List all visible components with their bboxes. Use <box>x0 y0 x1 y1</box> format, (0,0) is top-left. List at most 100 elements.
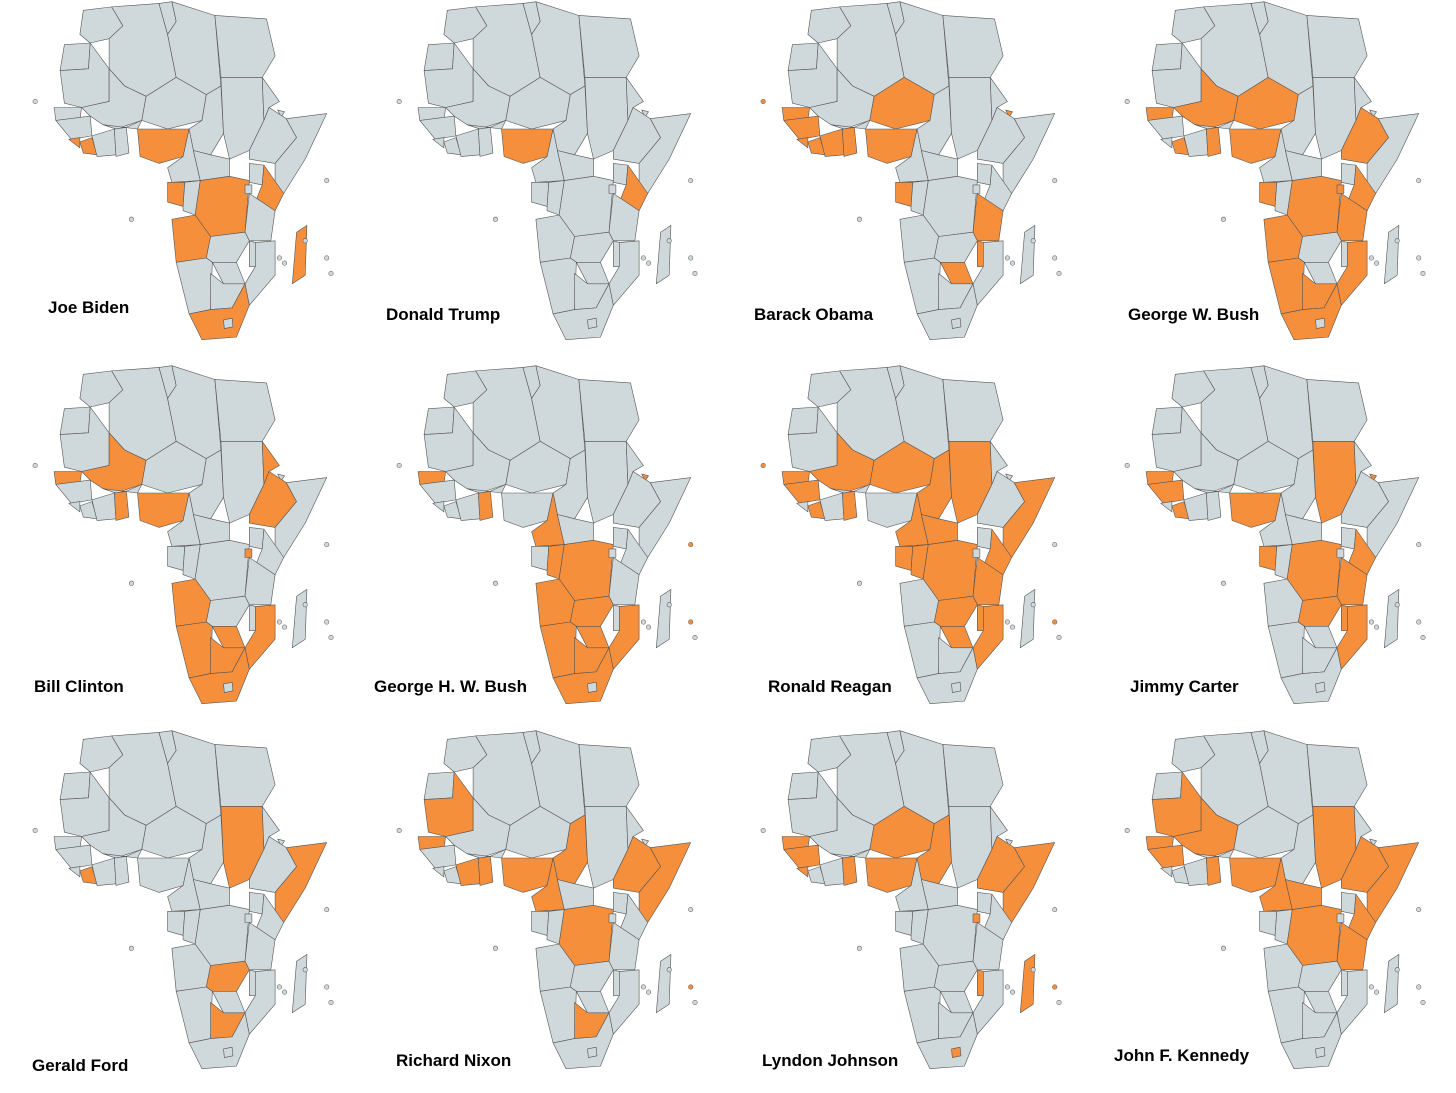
country-zambia <box>205 595 250 627</box>
country-ghana <box>113 490 130 521</box>
island-marker <box>396 827 402 833</box>
map-panel: John F. Kennedy <box>1092 729 1456 1093</box>
island-marker <box>32 462 38 468</box>
country-gabon <box>1259 182 1278 207</box>
island-marker <box>1056 999 1062 1005</box>
country-uganda <box>248 892 265 915</box>
country-rwanda <box>1336 184 1345 194</box>
island-marker <box>1052 255 1058 261</box>
country-tanzania <box>244 922 276 971</box>
island-marker <box>666 967 672 973</box>
country-sierra-leone <box>1160 137 1173 149</box>
island-marker <box>1010 624 1016 630</box>
country-sierra-leone <box>796 866 809 878</box>
country-egypt <box>942 744 1004 807</box>
country-gabon <box>895 182 914 207</box>
country-malawi <box>1340 969 1348 996</box>
country-djibouti <box>1005 838 1013 847</box>
country-uganda <box>1340 163 1357 186</box>
country-lesotho <box>1315 317 1326 329</box>
island-marker <box>1010 260 1016 266</box>
country-ghana <box>841 126 858 157</box>
country-lesotho <box>951 317 962 329</box>
country-ghana <box>113 126 130 157</box>
country-egypt <box>942 379 1004 442</box>
country-car <box>921 879 958 910</box>
country-namibia <box>175 986 213 1044</box>
country-uganda <box>248 163 265 186</box>
country-namibia <box>539 986 577 1044</box>
country-car <box>921 514 958 545</box>
map-panel: Barack Obama <box>728 0 1092 364</box>
country-south-africa <box>552 283 614 341</box>
island-marker <box>760 462 766 468</box>
country-western-sahara <box>1151 406 1183 435</box>
island-marker <box>302 602 308 608</box>
country-guinea <box>783 115 821 140</box>
country-western-sahara <box>423 42 455 71</box>
island-marker <box>640 619 646 625</box>
country-sierra-leone <box>68 501 81 513</box>
map-panel: George W. Bush <box>1092 0 1456 364</box>
island-marker <box>396 462 402 468</box>
country-tanzania <box>608 557 640 606</box>
country-zambia <box>1297 231 1342 263</box>
island-marker <box>1052 542 1058 548</box>
country-zambia <box>933 595 978 627</box>
island-marker <box>1004 619 1010 625</box>
country-guinea <box>55 844 93 869</box>
island-marker <box>760 98 766 104</box>
country-namibia <box>1267 257 1305 315</box>
country-madagascar <box>1019 954 1036 1014</box>
island-marker <box>640 255 646 261</box>
island-marker <box>282 260 288 266</box>
country-rwanda <box>244 548 253 558</box>
country-djibouti <box>641 473 649 482</box>
country-congo <box>182 180 201 216</box>
country-car <box>557 514 594 545</box>
country-egypt <box>578 379 640 442</box>
country-djibouti <box>1005 473 1013 482</box>
country-malawi <box>248 240 256 267</box>
country-rwanda <box>1336 913 1345 923</box>
president-label: Jimmy Carter <box>1130 677 1239 696</box>
country-guinea <box>783 479 821 504</box>
country-uganda <box>1340 892 1357 915</box>
country-gabon <box>167 182 186 207</box>
country-malawi <box>248 604 256 631</box>
country-rwanda <box>608 548 617 558</box>
country-uganda <box>976 527 993 550</box>
country-car <box>1285 150 1322 181</box>
country-tanzania <box>972 557 1004 606</box>
island-marker <box>324 907 330 913</box>
country-congo <box>910 544 929 580</box>
africa-map <box>1124 1 1426 341</box>
island-marker <box>640 984 646 990</box>
country-zambia <box>569 960 614 992</box>
country-south-africa <box>1280 647 1342 705</box>
map-panel: Donald Trump <box>364 0 728 364</box>
island-marker <box>276 984 282 990</box>
country-madagascar <box>291 954 308 1014</box>
country-uganda <box>976 892 993 915</box>
country-namibia <box>175 621 213 679</box>
island-marker <box>1052 984 1058 990</box>
country-congo <box>182 909 201 945</box>
island-marker <box>1056 634 1062 640</box>
country-djibouti <box>641 109 649 118</box>
island-marker <box>692 270 698 276</box>
country-zambia <box>933 231 978 263</box>
country-uganda <box>612 892 629 915</box>
country-uganda <box>1340 527 1357 550</box>
country-car <box>557 879 594 910</box>
country-guinea <box>1147 844 1185 869</box>
country-western-sahara <box>787 42 819 71</box>
country-egypt <box>1306 15 1368 78</box>
island-marker <box>688 178 694 184</box>
island-marker <box>1056 270 1062 276</box>
president-label: Donald Trump <box>386 305 501 324</box>
country-lesotho <box>223 1046 234 1058</box>
president-label: George H. W. Bush <box>374 677 528 696</box>
country-sierra-leone <box>1160 501 1173 513</box>
country-djibouti <box>1369 838 1377 847</box>
